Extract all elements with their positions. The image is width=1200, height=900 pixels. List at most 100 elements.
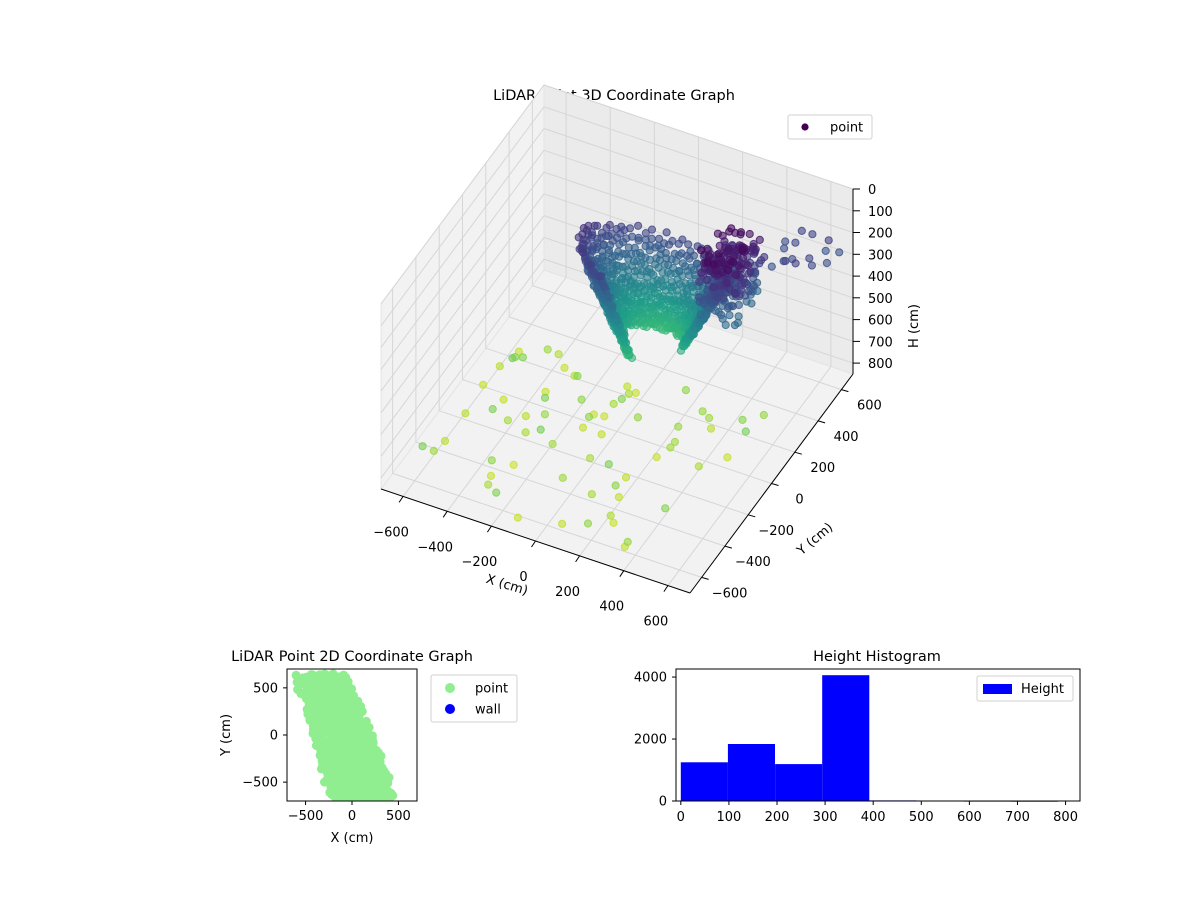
chart-2d-legend-marker-point	[445, 683, 455, 693]
point-3d	[807, 261, 817, 270]
tick-label-hist-y: 0	[659, 795, 667, 810]
chart-3d: LiDAR Point 3D Coordinate Graph −600 −400…	[373, 83, 922, 630]
tick-x	[442, 511, 448, 518]
point-3d	[488, 405, 497, 414]
point-2d	[335, 738, 345, 748]
point-3d	[674, 422, 683, 431]
tick-label-z: 400	[868, 270, 893, 285]
point-3d	[499, 395, 508, 404]
tick-label-x: 0	[519, 570, 527, 585]
chart-2d-legend-label-point: point	[475, 682, 508, 697]
point-3d	[540, 410, 550, 419]
grid-z-left	[380, 128, 545, 348]
grid-z-left	[380, 193, 545, 414]
point-3d	[780, 244, 789, 253]
hist-bar	[680, 762, 728, 801]
point-3d	[730, 288, 739, 298]
point-3d	[577, 395, 586, 404]
point-2d	[331, 682, 341, 691]
point-3d	[715, 241, 724, 250]
point-3d	[705, 413, 714, 423]
point-3d	[612, 224, 621, 234]
grid-z-back	[543, 128, 854, 233]
chart-histogram-legend: Height	[976, 675, 1074, 702]
point-3d	[745, 229, 754, 239]
point-2d	[325, 758, 335, 768]
chart-3d-legend-label: point	[830, 121, 863, 136]
point-3d	[702, 275, 711, 284]
point-3d	[602, 223, 611, 232]
point-3d	[503, 416, 512, 425]
point-3d	[548, 439, 557, 449]
point-3d	[554, 350, 563, 359]
point-3d	[492, 488, 501, 497]
grid-z-left	[380, 150, 545, 370]
point-3d	[681, 386, 691, 395]
point-3d	[579, 248, 588, 257]
point-3d	[759, 410, 768, 420]
point-3d	[725, 311, 734, 320]
point-3d	[461, 409, 470, 418]
point-3d	[624, 254, 633, 263]
point-2d	[336, 795, 346, 801]
point-3d	[634, 236, 643, 245]
tick-label-2d-y: −500	[242, 776, 278, 791]
tick-label-z: 700	[868, 335, 893, 350]
point-3d	[440, 436, 450, 446]
point-2d	[318, 761, 327, 771]
point-3d	[486, 471, 496, 480]
point-2d	[351, 768, 361, 777]
point-3d	[730, 321, 740, 330]
point-2d	[322, 689, 332, 699]
tick-label-hist-x: 0	[677, 810, 685, 825]
point-3d	[661, 504, 670, 513]
chart-2d-title: LiDAR Point 2D Coordinate Graph	[231, 649, 473, 665]
point-3d	[757, 256, 766, 265]
point-3d	[631, 388, 640, 397]
point-3d	[822, 258, 832, 268]
point-3d	[664, 240, 674, 249]
tick-label-hist-x: 300	[813, 810, 838, 825]
point-2d	[375, 757, 385, 767]
point-2d	[318, 719, 328, 729]
tick-label-hist-x: 600	[957, 810, 982, 825]
point-3d	[509, 460, 518, 469]
point-3d	[609, 399, 618, 408]
tick-label-z: 800	[868, 357, 893, 372]
point-2d	[364, 722, 374, 732]
tick-label-z: 600	[868, 314, 893, 329]
tick-x	[486, 525, 492, 533]
point-2d	[330, 786, 340, 796]
point-3d	[479, 380, 488, 389]
point-3d	[689, 330, 698, 339]
point-3d	[634, 221, 643, 230]
point-2d	[316, 680, 326, 690]
point-3d	[518, 353, 528, 362]
chart-2d-ticks: −500 0 500 500 0 −500	[242, 681, 411, 824]
grid-z-back	[543, 106, 854, 212]
point-2d	[359, 779, 369, 788]
point-3d	[821, 246, 830, 255]
grid-z-back	[543, 171, 854, 277]
grid-y-floor	[508, 316, 819, 422]
point-2d	[348, 793, 358, 801]
point-3d	[709, 283, 718, 292]
point-3d	[536, 425, 545, 434]
point-3d	[664, 260, 673, 270]
point-2d	[365, 731, 375, 741]
chart-histogram-legend-label: Height	[1021, 682, 1064, 697]
point-3d	[724, 302, 734, 311]
chart-3d-legend: point	[787, 114, 873, 140]
chart-histogram-legend-swatch	[983, 684, 1012, 694]
point-3d	[599, 281, 608, 290]
tick-label-hist-x: 700	[1005, 810, 1030, 825]
tick-y	[841, 389, 849, 393]
point-3d	[743, 261, 752, 270]
point-3d	[658, 292, 667, 301]
point-3d	[663, 267, 673, 276]
point-3d	[713, 293, 722, 302]
point-3d	[609, 518, 618, 528]
point-2d	[353, 711, 363, 721]
point-3d	[781, 237, 790, 246]
